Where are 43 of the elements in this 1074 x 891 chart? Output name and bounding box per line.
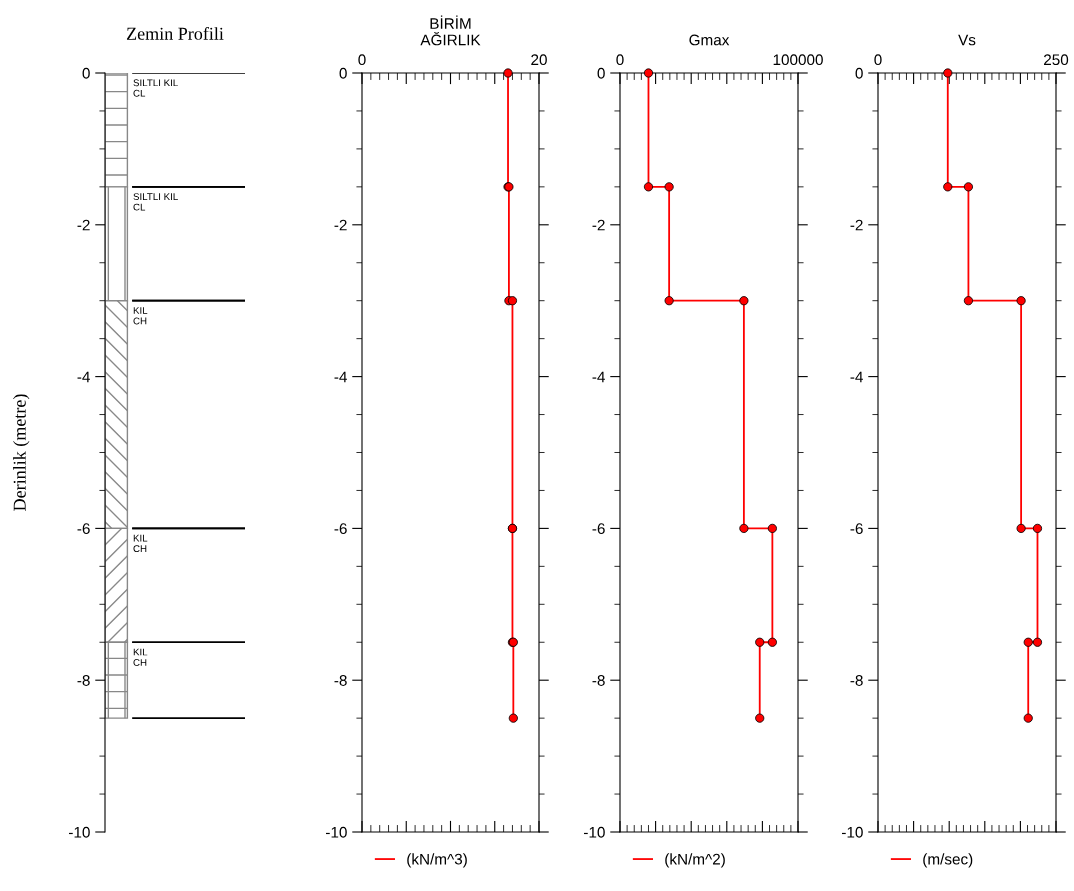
y-tick-label: -4: [77, 371, 90, 383]
x-tick-label: 20: [531, 54, 547, 66]
series-label: KIL CH: [133, 307, 148, 325]
y-tick-label: -10: [69, 826, 90, 838]
chart-title: Vs: [958, 34, 976, 46]
y-tick-label: -8: [334, 675, 347, 686]
y-tick-label: -8: [850, 675, 863, 686]
y-tick-label: -6: [334, 523, 347, 535]
y-tick-label: 0: [339, 67, 347, 79]
series-label: KIL CH: [133, 534, 148, 553]
x-tick-label: 250: [1044, 54, 1069, 66]
legend-label: (kN/m^3): [407, 853, 467, 868]
y-tick-label: -10: [584, 826, 605, 838]
y-tick-label: -6: [77, 523, 90, 535]
series-label: SILTLI KIL CL: [133, 193, 178, 211]
x-tick-label: 0: [358, 54, 366, 66]
y-tick-label: -6: [592, 523, 605, 535]
y-tick-label: 0: [82, 67, 90, 79]
y-tick-label: -6: [850, 523, 863, 535]
y-tick-label: -4: [592, 371, 605, 383]
text: Zemin Profili: [126, 26, 224, 40]
y-tick-label: -2: [77, 219, 90, 231]
y-tick-label: -2: [592, 219, 605, 231]
y-tick-label: 0: [855, 67, 863, 79]
chart-title: Gmax: [689, 34, 730, 46]
legend-label: (kN/m^2): [665, 853, 725, 868]
x-tick-label: 0: [874, 54, 882, 66]
y-tick-label: -8: [592, 675, 605, 686]
legend-label: (m/sec): [923, 853, 973, 868]
y-tick-label: -4: [334, 371, 347, 383]
chart-title: BİRİM AĞIRLIK: [420, 15, 481, 46]
series-label: KIL CH: [133, 648, 148, 666]
y-tick-label: -10: [326, 826, 347, 838]
y-axis-title: Derinlik (metre): [13, 394, 30, 511]
y-tick-label: -2: [850, 219, 863, 231]
x-tick-label: 0: [616, 54, 624, 66]
y-tick-label: -10: [842, 826, 863, 838]
y-tick-label: 0: [597, 67, 605, 79]
y-tick-label: -2: [334, 219, 347, 231]
series-label: SILTLI KIL CL: [133, 79, 178, 97]
x-tick-label: 100000: [773, 54, 823, 66]
y-tick-label: -4: [850, 371, 863, 383]
y-tick-label: -8: [77, 675, 90, 686]
